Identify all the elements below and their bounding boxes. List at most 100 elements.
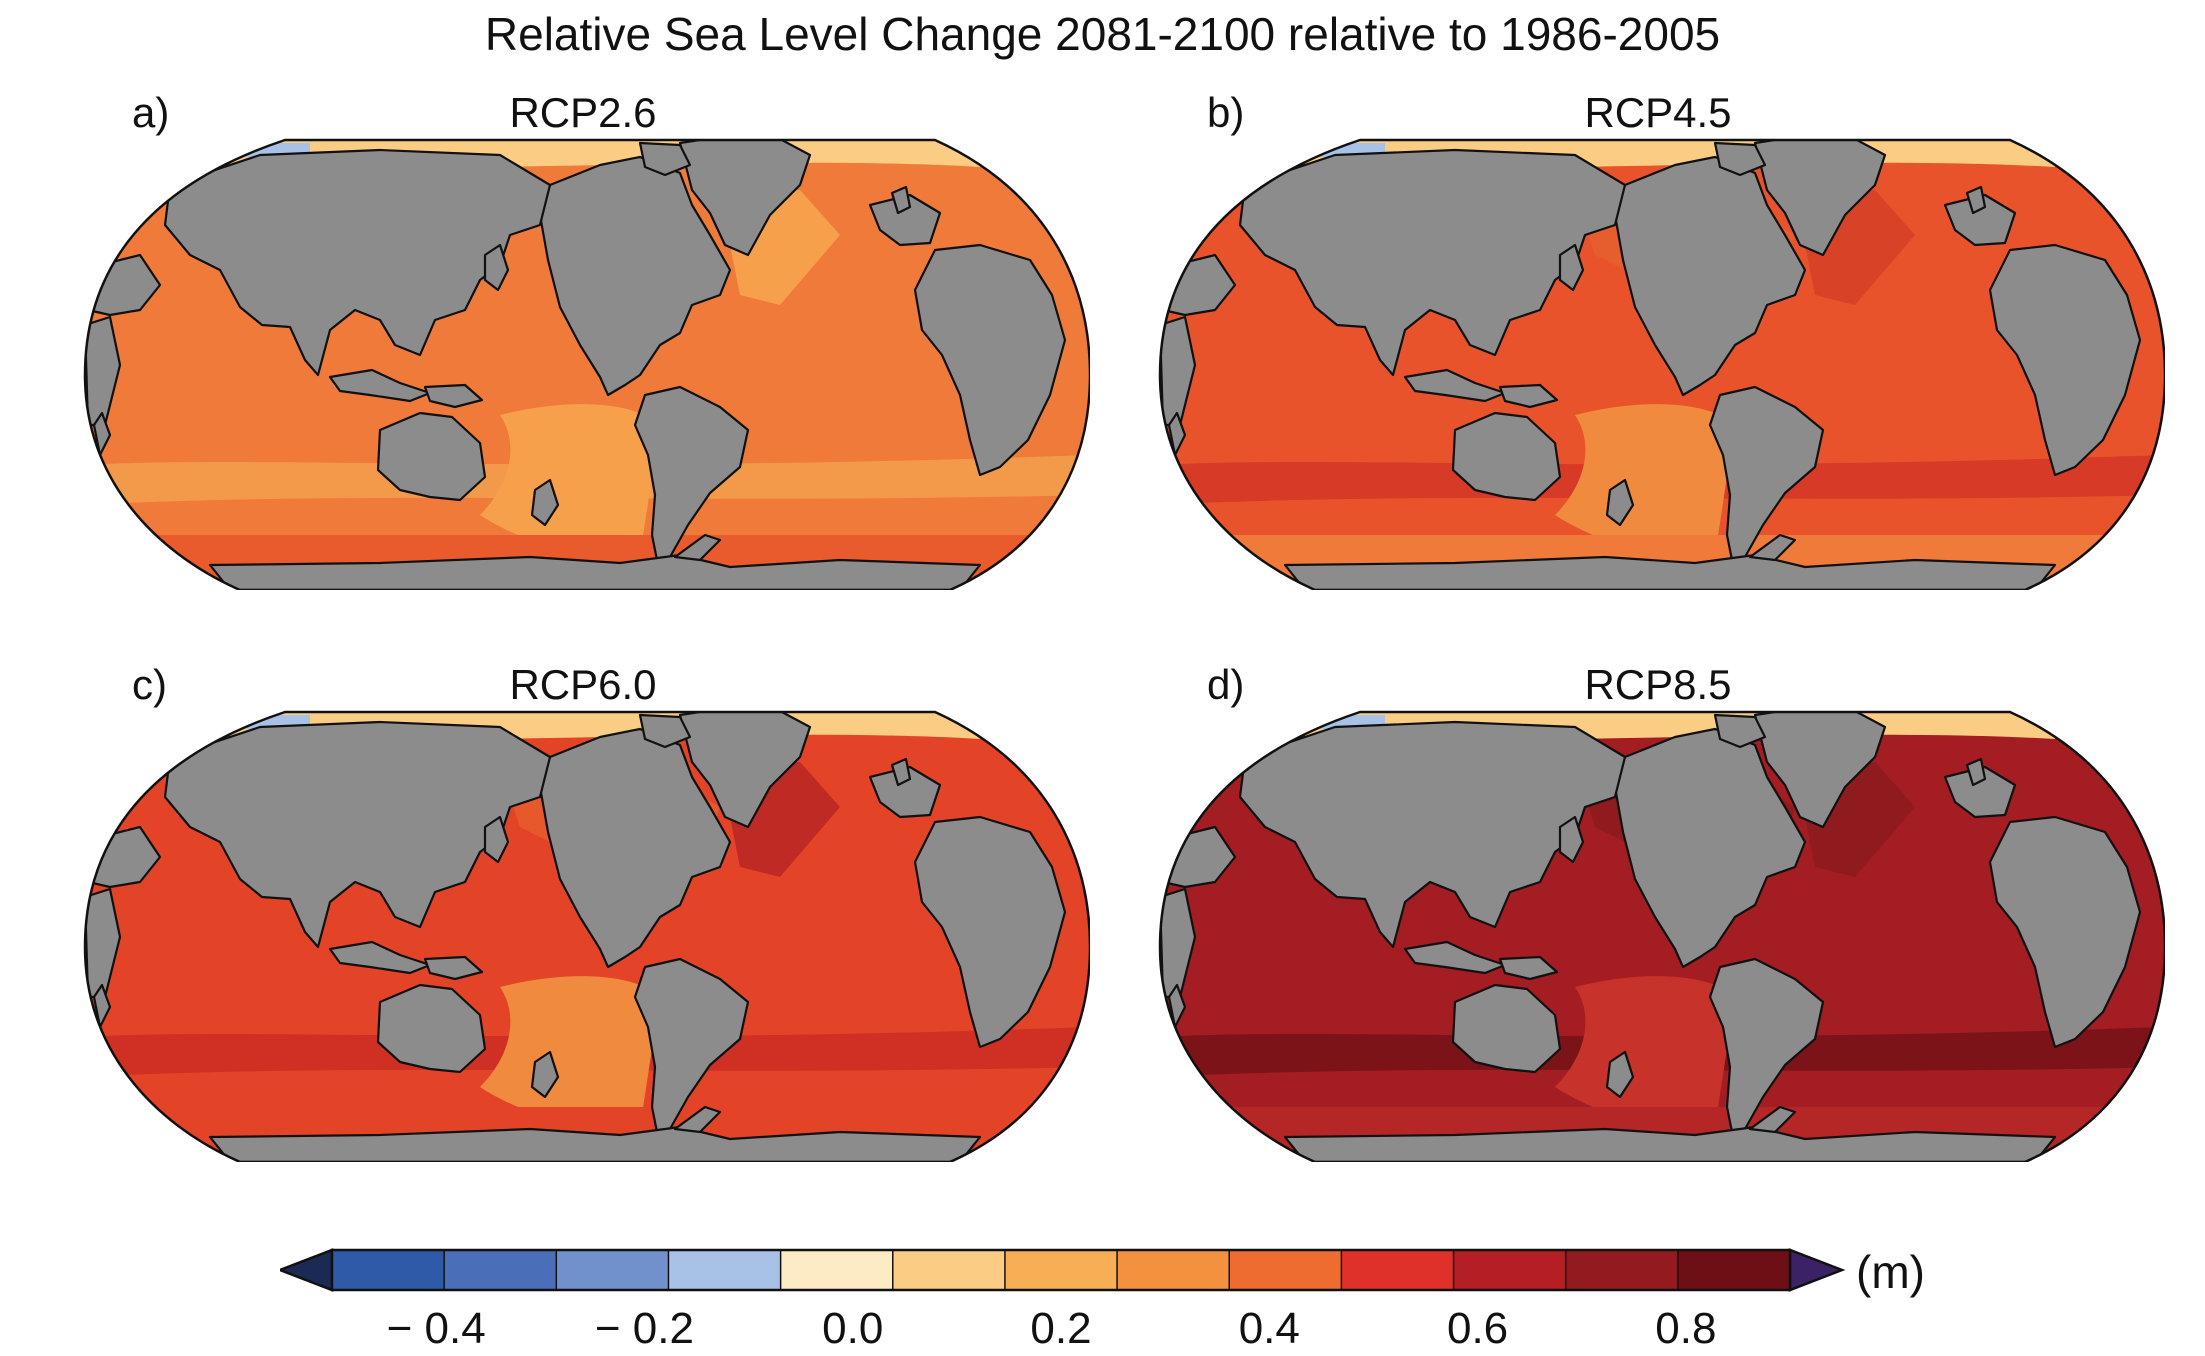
- indonesia-landmass: [328, 940, 432, 975]
- colorbar-segment: [332, 1250, 445, 1290]
- australia-landmass: [1451, 983, 1562, 1074]
- antarctica-landmass: [1283, 1125, 2057, 1162]
- map-panel-rcp45: b) RCP4.5: [1155, 89, 2165, 590]
- colorbar-segment: [780, 1250, 894, 1290]
- new-guinea-landmass: [1498, 383, 1559, 409]
- colorbar-tick-label: 0.4: [1238, 1304, 1300, 1353]
- panel-label: a): [132, 89, 170, 136]
- panel-scenario-name: RCP2.6: [509, 89, 657, 136]
- colorbar: [280, 1248, 1846, 1292]
- panel-label: b): [1207, 89, 1245, 136]
- panel-label: c): [132, 661, 167, 708]
- greenland-landmass: [1753, 140, 1887, 257]
- colorbar-tick-label: 0.8: [1655, 1304, 1717, 1353]
- australia-landmass: [376, 983, 487, 1074]
- antarctic-peninsula-landmass: [673, 1105, 722, 1134]
- antarctic-peninsula-landmass: [1748, 1105, 1797, 1134]
- north-america-landmass: [1613, 155, 1807, 397]
- panel-scenario-name: RCP8.5: [1584, 661, 1732, 708]
- colorbar-segment: [1004, 1250, 1118, 1290]
- colorbar-segment: [892, 1250, 1006, 1290]
- colorbar-under-arrow: [280, 1248, 334, 1292]
- colorbar-segment: [444, 1250, 557, 1290]
- uk-landmass: [1965, 185, 1987, 215]
- south-pacific-anomaly: [1555, 976, 1735, 1129]
- europe-west-landmass: [1943, 765, 2017, 819]
- new-zealand-landmass: [530, 478, 560, 527]
- greenland-landmass: [678, 140, 812, 257]
- south-america-landmass: [633, 957, 750, 1139]
- japan-landmass: [483, 243, 510, 292]
- south-pacific-anomaly: [480, 976, 660, 1129]
- antarctic-peninsula-landmass: [673, 533, 722, 562]
- australia-landmass: [376, 411, 487, 502]
- south-america-landmass: [1708, 957, 1825, 1139]
- europe-west-landmass: [1943, 193, 2017, 247]
- africa-landmass: [913, 243, 1067, 477]
- colorbar-tick-label: 0.2: [1030, 1304, 1092, 1353]
- uk-landmass: [890, 757, 912, 787]
- colorbar-segment: [1341, 1250, 1455, 1290]
- africa-landmass: [1988, 243, 2142, 477]
- colorbar-segment: [1453, 1250, 1567, 1290]
- world-map: [83, 138, 1090, 590]
- antarctic-peninsula-landmass: [1748, 533, 1797, 562]
- colorbar-over-arrow: [1788, 1248, 1846, 1292]
- madagascar-landmass: [1167, 411, 1187, 457]
- world-map: [1158, 138, 2165, 590]
- ocean-field: [85, 140, 1090, 590]
- madagascar-landmass: [1167, 983, 1187, 1029]
- new-zealand-landmass: [1605, 478, 1635, 527]
- map-frame: [83, 138, 1090, 590]
- colorbar-segment: [1565, 1250, 1679, 1290]
- madagascar-landmass: [92, 983, 112, 1029]
- colorbar-tick-label: 0.6: [1446, 1304, 1509, 1353]
- new-guinea-landmass: [423, 383, 484, 409]
- colorbar-segment: [1677, 1250, 1791, 1290]
- new-guinea-landmass: [1498, 955, 1559, 981]
- world-map: [83, 710, 1090, 1162]
- world-map: [1158, 710, 2165, 1162]
- ocean-field: [85, 712, 1090, 1162]
- colorbar-tick-label: − 0.4: [386, 1304, 486, 1353]
- colorbar-segment: [1229, 1250, 1342, 1290]
- panel-scenario-name: RCP4.5: [1584, 89, 1732, 136]
- eurasia-landmass: [163, 148, 552, 377]
- japan-landmass: [483, 815, 510, 864]
- canadian-archipelago-landmass: [1713, 141, 1767, 177]
- africa-landmass: [913, 815, 1067, 1049]
- ocean-field: [1160, 712, 2165, 1162]
- indonesia-landmass: [328, 368, 432, 403]
- australia-landmass: [1451, 411, 1562, 502]
- canadian-archipelago-landmass: [638, 141, 692, 177]
- figure-title: Relative Sea Level Change 2081-2100 rela…: [484, 8, 1721, 60]
- europe-west-landmass: [868, 765, 942, 819]
- colorbar-outline: [330, 1248, 1792, 1292]
- colorbar-segment: [668, 1250, 782, 1290]
- uk-landmass: [1965, 757, 1987, 787]
- panel-label: d): [1207, 661, 1245, 708]
- colorbar-tick-label: 0.0: [822, 1304, 884, 1353]
- eurasia-landmass: [1238, 720, 1627, 949]
- eurasia-landmass: [1238, 148, 1627, 377]
- europe-west-landmass: [868, 193, 942, 247]
- south-america-landmass: [1708, 385, 1825, 567]
- antarctica-landmass: [208, 1125, 982, 1162]
- eurasia-landmass: [163, 720, 552, 949]
- map-panel-rcp85: d) RCP8.5: [1155, 661, 2165, 1162]
- south-pacific-anomaly: [1555, 404, 1735, 557]
- indonesia-landmass: [1403, 368, 1507, 403]
- canadian-archipelago-landmass: [1713, 713, 1767, 749]
- map-frame: [1158, 138, 2165, 590]
- colorbar-tick-label: − 0.2: [594, 1304, 694, 1353]
- new-guinea-landmass: [423, 955, 484, 981]
- canadian-archipelago-landmass: [638, 713, 692, 749]
- north-america-landmass: [538, 727, 732, 969]
- north-america-landmass: [538, 155, 732, 397]
- ocean-field: [1160, 140, 2165, 590]
- new-zealand-landmass: [1605, 1050, 1635, 1099]
- madagascar-landmass: [92, 411, 112, 457]
- greenland-landmass: [678, 712, 812, 829]
- map-panel-rcp60: c) RCP6.0: [80, 661, 1090, 1162]
- japan-landmass: [1558, 815, 1585, 864]
